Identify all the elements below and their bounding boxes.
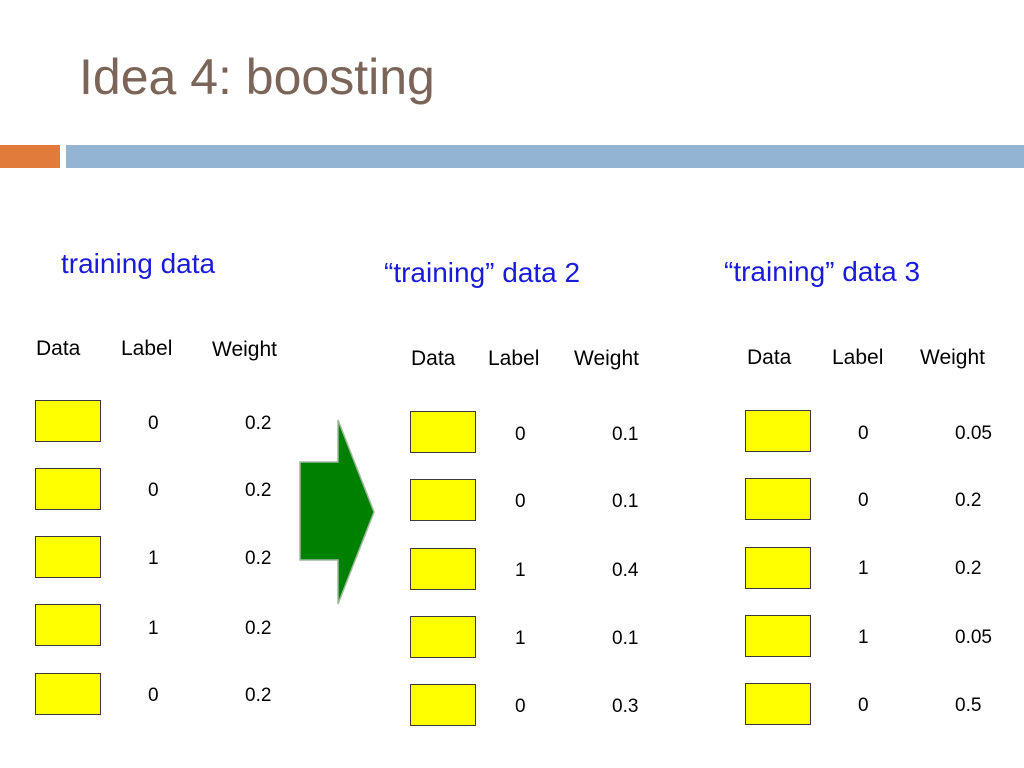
weight-cell: 0.2 xyxy=(245,618,272,639)
label-cell: 0 xyxy=(858,695,869,716)
column-header-label: Label xyxy=(488,347,540,370)
column-header-data: Data xyxy=(36,337,81,360)
column-header-label: Label xyxy=(832,346,884,369)
weight-cell: 0.5 xyxy=(955,695,982,716)
label-cell: 0 xyxy=(148,413,159,434)
data-box xyxy=(410,684,476,726)
label-cell: 1 xyxy=(148,548,159,569)
label-cell: 0 xyxy=(858,490,869,511)
data-box xyxy=(745,615,811,657)
weight-cell: 0.2 xyxy=(245,548,272,569)
column-header-data: Data xyxy=(411,347,456,370)
data-box xyxy=(35,604,101,646)
column-header-weight: Weight xyxy=(212,338,277,361)
label-cell: 0 xyxy=(858,423,869,444)
accent-bar-orange xyxy=(0,145,60,168)
label-cell: 1 xyxy=(148,618,159,639)
right-arrow-icon xyxy=(299,419,375,605)
data-box xyxy=(410,548,476,590)
data-box xyxy=(745,478,811,520)
label-cell: 0 xyxy=(515,424,526,445)
data-box xyxy=(745,547,811,589)
weight-cell: 0.05 xyxy=(955,423,992,444)
data-box xyxy=(35,468,101,510)
column-header-weight: Weight xyxy=(574,347,639,370)
weight-cell: 0.05 xyxy=(955,627,992,648)
label-cell: 0 xyxy=(515,696,526,717)
weight-cell: 0.2 xyxy=(245,413,272,434)
weight-cell: 0.2 xyxy=(245,480,272,501)
dataset-title: training data xyxy=(61,248,216,279)
data-box xyxy=(35,673,101,715)
data-box xyxy=(410,479,476,521)
weight-cell: 0.3 xyxy=(612,696,639,717)
label-cell: 0 xyxy=(148,685,159,706)
weight-cell: 0.4 xyxy=(612,560,639,581)
label-cell: 1 xyxy=(858,627,869,648)
column-header-data: Data xyxy=(747,346,792,369)
dataset-title: “training” data 2 xyxy=(384,257,581,288)
slide-title: Idea 4: boosting xyxy=(79,49,435,105)
weight-cell: 0.1 xyxy=(612,491,639,512)
label-cell: 1 xyxy=(515,560,526,581)
accent-bar-blue xyxy=(66,145,1024,168)
weight-cell: 0.1 xyxy=(612,424,639,445)
dataset-title: “training” data 3 xyxy=(724,256,921,287)
data-box xyxy=(410,411,476,453)
data-box xyxy=(745,683,811,725)
label-cell: 1 xyxy=(858,558,869,579)
data-box xyxy=(410,616,476,658)
label-cell: 0 xyxy=(515,491,526,512)
column-header-label: Label xyxy=(121,337,173,360)
column-header-weight: Weight xyxy=(920,346,985,369)
weight-cell: 0.2 xyxy=(955,490,982,511)
weight-cell: 0.2 xyxy=(955,558,982,579)
weight-cell: 0.1 xyxy=(612,628,639,649)
data-box xyxy=(35,400,101,442)
label-cell: 0 xyxy=(148,480,159,501)
data-box xyxy=(745,410,811,452)
data-box xyxy=(35,536,101,578)
weight-cell: 0.2 xyxy=(245,685,272,706)
label-cell: 1 xyxy=(515,628,526,649)
